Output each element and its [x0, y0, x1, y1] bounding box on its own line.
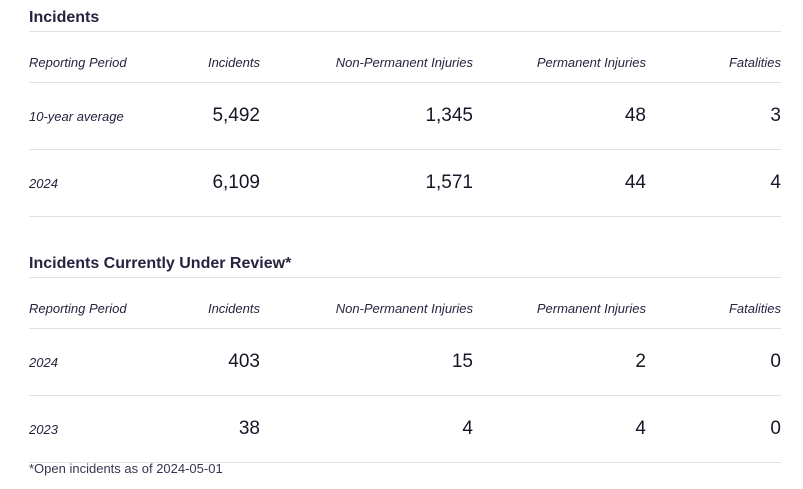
column-header-fatalities: Fatalities — [646, 288, 781, 329]
section-title-under-review: Incidents Currently Under Review* — [29, 255, 292, 272]
column-header-incidents: Incidents — [158, 288, 260, 329]
footnote: *Open incidents as of 2024-05-01 — [29, 461, 223, 476]
cell-fatalities: 4 — [646, 149, 781, 217]
cell-permanent-injuries: 4 — [473, 395, 646, 463]
cell-incidents: 6,109 — [158, 149, 260, 217]
cell-fatalities: 3 — [646, 82, 781, 150]
cell-fatalities: 0 — [646, 328, 781, 396]
table-header-row: Reporting Period Incidents Non-Permanent… — [29, 42, 781, 83]
section-title-incidents: Incidents — [29, 9, 100, 26]
cell-reporting-period: 10-year average — [29, 82, 158, 150]
cell-incidents: 403 — [158, 328, 260, 396]
cell-non-permanent-injuries: 4 — [260, 395, 473, 463]
cell-non-permanent-injuries: 15 — [260, 328, 473, 396]
cell-incidents: 38 — [158, 395, 260, 463]
cell-permanent-injuries: 48 — [473, 82, 646, 150]
cell-fatalities: 0 — [646, 395, 781, 463]
table-row: 2024 6,109 1,571 44 4 — [29, 149, 781, 217]
under-review-table: Reporting Period Incidents Non-Permanent… — [29, 288, 781, 463]
cell-permanent-injuries: 44 — [473, 149, 646, 217]
column-header-permanent-injuries: Permanent Injuries — [473, 42, 646, 83]
column-header-permanent-injuries: Permanent Injuries — [473, 288, 646, 329]
column-header-incidents: Incidents — [158, 42, 260, 83]
cell-reporting-period: 2024 — [29, 328, 158, 396]
table-row: 10-year average 5,492 1,345 48 3 — [29, 82, 781, 150]
section-divider — [29, 31, 781, 32]
column-header-non-permanent-injuries: Non-Permanent Injuries — [260, 42, 473, 83]
cell-non-permanent-injuries: 1,345 — [260, 82, 473, 150]
cell-reporting-period: 2023 — [29, 395, 158, 463]
section-divider — [29, 277, 781, 278]
table-row: 2024 403 15 2 0 — [29, 328, 781, 396]
cell-non-permanent-injuries: 1,571 — [260, 149, 473, 217]
table-header-row: Reporting Period Incidents Non-Permanent… — [29, 288, 781, 329]
column-header-reporting-period: Reporting Period — [29, 288, 158, 329]
column-header-fatalities: Fatalities — [646, 42, 781, 83]
cell-incidents: 5,492 — [158, 82, 260, 150]
column-header-reporting-period: Reporting Period — [29, 42, 158, 83]
cell-permanent-injuries: 2 — [473, 328, 646, 396]
table-row: 2023 38 4 4 0 — [29, 395, 781, 463]
column-header-non-permanent-injuries: Non-Permanent Injuries — [260, 288, 473, 329]
incidents-table: Reporting Period Incidents Non-Permanent… — [29, 42, 781, 217]
cell-reporting-period: 2024 — [29, 149, 158, 217]
